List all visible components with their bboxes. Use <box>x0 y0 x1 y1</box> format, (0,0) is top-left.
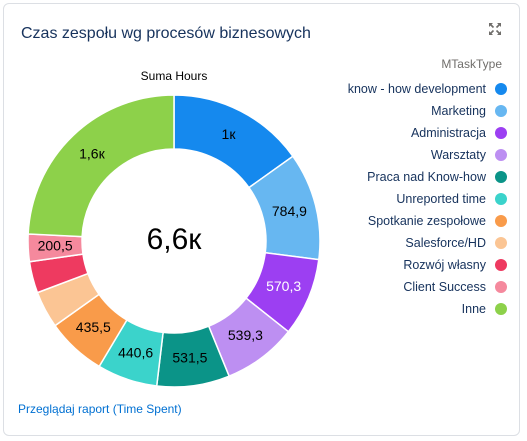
legend-item-label: know - how development <box>347 82 486 96</box>
donut-slice[interactable] <box>27 94 175 238</box>
legend-item[interactable]: Salesforce/HD <box>267 232 507 254</box>
slice-value-label: 784,9 <box>272 203 307 219</box>
legend-item-label: Salesforce/HD <box>405 236 486 250</box>
legend-item-label: Spotkanie zespołowe <box>367 214 486 228</box>
legend-item-label: Inne <box>461 302 486 316</box>
slice-value-label: 1,6к <box>79 146 105 162</box>
legend-item[interactable]: Praca nad Know-how <box>267 166 507 188</box>
legend-item-label: Praca nad Know-how <box>367 170 486 184</box>
legend-item[interactable]: Warsztaty <box>267 144 507 166</box>
legend-title: MTaskType <box>441 57 502 71</box>
legend-item-label: Marketing <box>431 104 486 118</box>
legend-color-swatch <box>495 259 507 271</box>
legend-item[interactable]: Spotkanie zespołowe <box>267 210 507 232</box>
dashboard-card: Czas zespołu wg procesów biznesowych <box>3 3 520 436</box>
legend-item-label: Warsztaty <box>430 148 486 162</box>
legend-item-label: Administracja <box>410 126 486 140</box>
slice-value-label: 539,3 <box>228 327 263 343</box>
legend-color-swatch <box>495 237 507 249</box>
legend: know - how development Marketing Administr… <box>267 78 507 320</box>
center-total-label: 6,6к <box>147 223 203 256</box>
view-report-link[interactable]: Przeglądaj raport (Time Spent) <box>18 402 182 416</box>
legend-item[interactable]: Client Success <box>267 276 507 298</box>
slice-value-label: 531,5 <box>172 350 207 366</box>
legend-color-swatch <box>495 149 507 161</box>
legend-item[interactable]: Administracja <box>267 122 507 144</box>
slice-value-label: 200,5 <box>38 237 73 253</box>
legend-color-swatch <box>495 303 507 315</box>
slice-value-label: 570,3 <box>266 278 301 294</box>
expand-icon[interactable] <box>488 22 502 36</box>
legend-item[interactable]: Marketing <box>267 100 507 122</box>
legend-color-swatch <box>495 193 507 205</box>
legend-color-swatch <box>495 105 507 117</box>
legend-item[interactable]: know - how development <box>267 78 507 100</box>
legend-color-swatch <box>495 127 507 139</box>
slice-value-label: 1к <box>222 126 237 142</box>
legend-item-label: Rozwój własny <box>403 258 486 272</box>
slice-value-label: 440,6 <box>118 344 153 360</box>
slice-value-label: 435,5 <box>76 319 111 335</box>
legend-item[interactable]: Inne <box>267 298 507 320</box>
card-title: Czas zespołu wg procesów biznesowych <box>21 25 311 42</box>
legend-color-swatch <box>495 83 507 95</box>
chart-subtitle: Suma Hours <box>141 69 208 83</box>
legend-item-label: Client Success <box>403 280 486 294</box>
legend-color-swatch <box>495 171 507 183</box>
legend-color-swatch <box>495 281 507 293</box>
legend-item[interactable]: Unreported time <box>267 188 507 210</box>
legend-color-swatch <box>495 215 507 227</box>
legend-item-label: Unreported time <box>396 192 486 206</box>
legend-item[interactable]: Rozwój własny <box>267 254 507 276</box>
